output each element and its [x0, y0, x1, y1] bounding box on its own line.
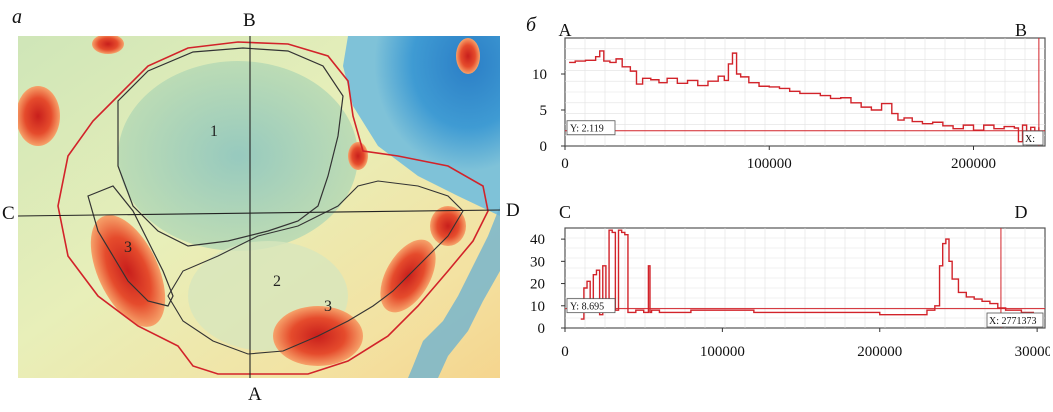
panel-letter-b: б [526, 14, 537, 36]
zone3-left-outline [87, 185, 174, 307]
cool-zone [118, 61, 358, 251]
y-readout-box [566, 120, 616, 136]
panel-letter-a: a [12, 6, 22, 28]
y-tick-label: 5 [540, 103, 548, 119]
zone2-outline [167, 180, 464, 355]
x-tick-label: 200000 [857, 344, 902, 360]
x-readout-box [986, 312, 1044, 328]
profile-end-label: D [1015, 202, 1028, 222]
zone-label-3a: 3 [124, 239, 132, 256]
profile-series-line [580, 229, 1034, 320]
zone-label-1: 1 [210, 123, 218, 140]
y-readout: Y: 2.119 [570, 124, 604, 135]
hot-patch [18, 86, 60, 146]
outer-boundary [57, 41, 489, 375]
zone-label-2: 2 [273, 273, 281, 290]
profile-chart-cd: 0 10 20 30 40 0 100000 200000 300000 C D Y: 8.695 X:… [530, 202, 1050, 360]
x-tick-label: 100000 [700, 344, 745, 360]
y-readout-box [566, 298, 616, 314]
y-tick-label: 40 [530, 232, 545, 248]
profile-line-cd [18, 209, 500, 217]
x-tick-label: 100000 [747, 156, 792, 172]
x-tick-label: 0 [561, 156, 569, 172]
y-tick-label: 20 [530, 277, 545, 293]
zone1-outline [117, 47, 344, 247]
thermal-map: 1 2 3 3 [18, 36, 500, 378]
profile-start-label: C [559, 202, 571, 222]
y-readout: Y: 8.695 [570, 302, 604, 313]
profile-series-line [569, 50, 1040, 144]
hot-patch [430, 206, 466, 246]
profile-end-label: B [1015, 20, 1027, 40]
x-readout: X: [1025, 134, 1035, 145]
y-tick-label: 10 [530, 299, 545, 315]
profile-start-label: A [559, 20, 572, 40]
x-readout-box [1022, 130, 1044, 146]
water-body [343, 36, 500, 216]
zone-label-3b: 3 [324, 298, 332, 315]
river [408, 206, 500, 378]
hot-patch [92, 36, 124, 54]
map-label-bottom: A [248, 384, 262, 405]
y-tick-label: 10 [532, 67, 547, 83]
y-tick-label: 0 [538, 321, 546, 337]
hot-patch [348, 142, 368, 170]
y-tick-label: 30 [530, 254, 545, 270]
map-label-left: C [2, 203, 15, 224]
x-readout: X: 2771373 [989, 316, 1037, 327]
x-tick-label: 0 [561, 344, 569, 360]
map-label-top: B [243, 10, 256, 31]
y-tick-label: 0 [540, 139, 548, 155]
x-tick-label: 200000 [951, 156, 996, 172]
profile-chart-ab: 0 5 10 0 100000 200000 A B Y: 2.119 X: [532, 20, 1046, 172]
x-tick-label: 300000 [1015, 344, 1050, 360]
map-label-right: D [506, 200, 520, 221]
hot-patch [456, 38, 480, 74]
